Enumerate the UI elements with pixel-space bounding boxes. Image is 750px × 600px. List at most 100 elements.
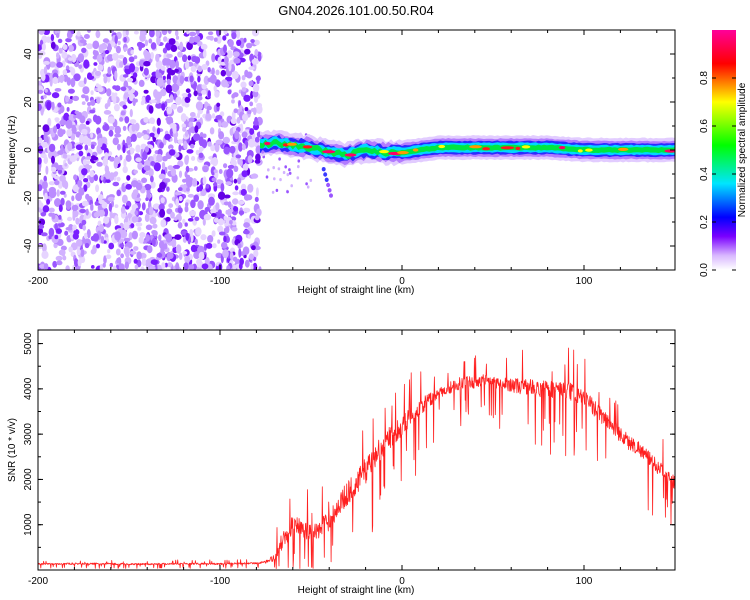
heatmap-noise-cell bbox=[186, 149, 194, 154]
heatmap-noise-cell bbox=[197, 75, 201, 83]
heatmap-noise-cell bbox=[52, 260, 58, 268]
heatmap-noise-cell bbox=[170, 44, 178, 53]
heatmap-peak-cell bbox=[379, 150, 389, 154]
heatmap-noise-cell bbox=[225, 181, 232, 186]
heatmap-noise-cell bbox=[223, 235, 227, 243]
heatmap-noise-cell bbox=[141, 202, 146, 211]
heatmap-noise-cell bbox=[171, 238, 177, 248]
heatmap-noise-cell bbox=[165, 42, 172, 51]
heatmap-noise-cell bbox=[67, 216, 73, 222]
heatmap-noise-cell bbox=[42, 124, 50, 133]
heatmap-noise-cell bbox=[243, 229, 250, 235]
heatmap-noise-cell bbox=[181, 93, 188, 97]
heatmap-noise-cell bbox=[57, 38, 63, 44]
heatmap-noise-cell bbox=[184, 130, 189, 137]
heatmap-noise-cell bbox=[171, 83, 179, 93]
snr-plot: -200 -100 0 100 1000 2000 3000 4000 5000 Height … bbox=[7, 329, 676, 596]
heatmap-noise-cell bbox=[108, 30, 115, 33]
heatmap-noise-cell bbox=[63, 112, 70, 122]
heatmap-noise-cell bbox=[114, 35, 118, 44]
heatmap-noise-cell bbox=[150, 181, 156, 189]
heatmap-noise-cell bbox=[205, 242, 213, 249]
heatmap-noise-cell bbox=[231, 226, 238, 232]
heatmap-noise-cell bbox=[202, 133, 207, 139]
heatmap-noise-cell bbox=[54, 198, 62, 207]
heatmap-noise-cell bbox=[179, 41, 184, 51]
heatmap-noise-cell bbox=[182, 251, 188, 255]
heatmap-noise-cell bbox=[207, 90, 211, 99]
heatmap-noise-cell bbox=[183, 140, 188, 150]
heatmap-noise-cell bbox=[71, 195, 75, 202]
heatmap-noise-cell bbox=[243, 37, 247, 43]
heatmap-noise-cell bbox=[184, 205, 189, 213]
heatmap-noise-cell bbox=[232, 198, 239, 205]
heatmap-noise-cell bbox=[175, 262, 180, 270]
heatmap-noise-cell bbox=[112, 265, 117, 270]
heatmap-noise-cell bbox=[130, 50, 134, 55]
heatmap-noise-cell bbox=[131, 216, 139, 223]
heatmap-noise-cell bbox=[222, 249, 229, 259]
heatmap-noise-cell bbox=[178, 187, 183, 192]
heatmap-noise-cell bbox=[160, 219, 167, 228]
heatmap-noise-cell bbox=[286, 190, 289, 194]
heatmap-noise-cell bbox=[163, 36, 168, 42]
heatmap-noise-cell bbox=[107, 66, 111, 75]
heatmap-noise-cell bbox=[62, 153, 68, 159]
heatmap-noise-cell bbox=[67, 57, 74, 61]
heatmap-noise-cell bbox=[62, 69, 68, 76]
heatmap-noise-cell bbox=[44, 88, 48, 93]
heatmap-noise-cell bbox=[215, 202, 220, 211]
y-tick-label: 40 bbox=[23, 48, 34, 60]
heatmap-noise-cell bbox=[205, 183, 210, 189]
heatmap-noise-cell bbox=[125, 251, 130, 258]
heatmap-noise-cell bbox=[223, 30, 228, 35]
heatmap-noise-cell bbox=[201, 139, 208, 149]
heatmap-noise-cell bbox=[125, 216, 128, 223]
heatmap-noise-cell bbox=[42, 205, 50, 213]
heatmap-noise-cell bbox=[156, 127, 161, 135]
x-tick-label: 0 bbox=[399, 276, 405, 287]
heatmap-noise-cell bbox=[239, 257, 244, 266]
colorbar-tick-label: 0.6 bbox=[699, 119, 710, 133]
heatmap-noise-cell bbox=[144, 39, 149, 47]
heatmap-noise-cell bbox=[103, 75, 108, 84]
heatmap-noise-cell bbox=[175, 35, 180, 40]
heatmap-peak-cell bbox=[558, 146, 566, 150]
heatmap-noise-cell bbox=[138, 59, 146, 67]
colorbar-label: Normalized spectral amplitude bbox=[737, 82, 748, 217]
heatmap-noise-cell bbox=[135, 144, 141, 153]
heatmap-noise-cell bbox=[226, 265, 231, 270]
heatmap-noise-cell bbox=[248, 66, 255, 71]
heatmap-noise-cell bbox=[229, 251, 234, 261]
heatmap-noise-cell bbox=[230, 204, 234, 213]
heatmap-noise-cell bbox=[84, 242, 90, 249]
heatmap-noise-cell bbox=[161, 30, 168, 36]
heatmap-noise-cell bbox=[204, 101, 209, 107]
heatmap-noise-cell bbox=[194, 125, 199, 133]
heatmap-noise-cell bbox=[215, 139, 223, 145]
heatmap-noise-cell bbox=[40, 232, 48, 237]
heatmap-noise-cell bbox=[184, 102, 190, 108]
heatmap-noise-cell bbox=[51, 92, 60, 99]
heatmap-noise-cell bbox=[117, 143, 121, 151]
heatmap-noise-cell bbox=[104, 103, 109, 110]
heatmap-noise-cell bbox=[193, 133, 201, 142]
heatmap-noise-cell bbox=[168, 38, 176, 45]
heatmap-noise-cell bbox=[157, 187, 163, 193]
heatmap-noise-cell bbox=[254, 49, 259, 57]
heatmap-noise-cell bbox=[290, 184, 294, 188]
heatmap-noise-cell bbox=[43, 156, 49, 164]
heatmap-noise-cell bbox=[87, 72, 92, 80]
heatmap-noise-cell bbox=[174, 30, 179, 37]
heatmap-noise-cell bbox=[114, 70, 118, 80]
heatmap-noise-cell bbox=[68, 44, 74, 52]
heatmap-noise-cell bbox=[49, 61, 56, 68]
heatmap-noise-cell bbox=[164, 133, 171, 141]
heatmap-noise-cell bbox=[96, 161, 103, 167]
heatmap-noise-cell bbox=[83, 77, 87, 85]
heatmap-noise-cell bbox=[159, 181, 167, 190]
heatmap-noise-cell bbox=[54, 117, 60, 122]
heatmap-noise-cell bbox=[232, 191, 240, 196]
heatmap-noise-cell bbox=[91, 156, 99, 161]
heatmap-noise-cell bbox=[217, 56, 222, 64]
